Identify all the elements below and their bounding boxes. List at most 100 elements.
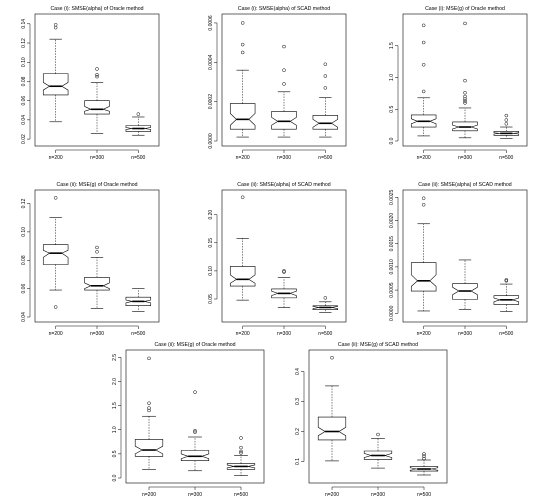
- outlier-point: [282, 44, 286, 49]
- outlier-point: [282, 270, 286, 274]
- y-tick-label: 0.08: [21, 76, 27, 86]
- outlier-point: [95, 74, 99, 79]
- x-tick-label: n=300: [90, 155, 104, 161]
- y-tick-label: 1.5: [112, 402, 118, 409]
- x-tick-label: n=200: [142, 492, 156, 498]
- y-tick-label: 0.4: [295, 368, 301, 375]
- outlier-point: [53, 305, 58, 309]
- box-body: [493, 131, 520, 136]
- chart-title: Case (ii): SMSE(alpha) of SCAD method: [418, 182, 512, 188]
- outlier-point: [53, 196, 58, 200]
- x-tick-label: n=300: [277, 331, 291, 337]
- outlier-point: [504, 279, 509, 283]
- y-tick-label: 0.06: [21, 96, 27, 106]
- outlier-point: [240, 42, 245, 47]
- outlier-point: [282, 269, 286, 273]
- y-tick-label: 0.1: [295, 458, 301, 465]
- y-tick-label: 0.04: [21, 312, 27, 322]
- box-body: [410, 114, 437, 128]
- y-tick-label: 0.5: [389, 106, 395, 113]
- y-tick-label: 0.0: [389, 137, 395, 144]
- y-tick-label: 0.0020: [389, 213, 395, 229]
- y-tick-label: 0.06: [21, 284, 27, 294]
- y-tick-label: 0.0005: [389, 282, 395, 298]
- y-tick-label: 0.0006: [208, 15, 214, 31]
- x-tick-label: n=500: [318, 331, 332, 337]
- outlier-point: [422, 454, 426, 458]
- outlier-point: [239, 436, 243, 440]
- outlier-point: [421, 202, 426, 207]
- box-body: [271, 288, 297, 299]
- outlier-point: [147, 408, 151, 413]
- outlier-point: [282, 82, 286, 86]
- chart-panel: Case (ii): MSE(g) of SCAD method 0.1 0.2 0.…: [295, 342, 448, 498]
- outlier-point: [504, 118, 509, 122]
- y-tick-label: 0.0000: [389, 305, 395, 321]
- x-tick-label: n=200: [236, 331, 250, 337]
- outlier-point: [53, 23, 58, 27]
- plot-frame: [402, 189, 528, 323]
- box-body: [312, 115, 339, 130]
- chart-title: Case (ii): SMSE(alpha) of SCAD method: [237, 182, 331, 188]
- plot-frame: [125, 349, 265, 484]
- outlier-point: [239, 445, 243, 450]
- outlier-point: [239, 449, 243, 454]
- y-tick-label: 0.20: [208, 210, 214, 220]
- box-body: [363, 450, 393, 460]
- box-body: [410, 262, 437, 292]
- y-tick-label: 0.12: [21, 198, 27, 208]
- y-tick-label: 1.5: [389, 42, 395, 49]
- chart-panel: Case (ii): MSE(g) of Oracle method 0.0 0.5…: [112, 342, 265, 498]
- y-tick-label: 0.08: [21, 255, 27, 265]
- x-tick-label: n=300: [188, 492, 202, 498]
- outlier-point: [95, 67, 99, 71]
- outlier-point: [463, 101, 467, 105]
- outlier-point: [421, 23, 426, 28]
- x-tick-label: n=300: [458, 331, 472, 337]
- outlier-point: [282, 68, 286, 72]
- outlier-point: [504, 122, 509, 126]
- y-tick-label: 0.05: [208, 294, 214, 304]
- x-tick-label: n=500: [499, 331, 513, 337]
- x-tick-label: n=200: [236, 155, 250, 161]
- outlier-point: [95, 249, 99, 254]
- outlier-point: [323, 86, 328, 90]
- x-tick-label: n=500: [131, 155, 145, 161]
- y-tick-label: 0.0002: [208, 94, 214, 110]
- box-body: [452, 121, 478, 132]
- x-tick-label: n=500: [318, 155, 332, 161]
- chart-title: Case (i): SMSE(alpha) of SCAD method: [238, 6, 330, 12]
- box-body: [134, 439, 164, 457]
- plot-frame: [34, 189, 160, 323]
- x-tick-label: n=200: [49, 155, 63, 161]
- outlier-point: [421, 63, 426, 67]
- y-tick-label: 0.14: [21, 19, 27, 29]
- x-tick-label: n=500: [131, 331, 145, 337]
- outlier-point: [463, 99, 467, 103]
- box-body: [226, 463, 256, 470]
- y-tick-label: 0.10: [21, 227, 27, 237]
- plot-frame: [402, 13, 528, 147]
- outlier-point: [240, 21, 245, 25]
- outlier-point: [422, 456, 426, 461]
- x-tick-label: n=200: [417, 331, 431, 337]
- y-tick-label: 0.15: [208, 238, 214, 248]
- chart-panel: Case (i): MSE(g) of Oracle method 0.0 0.5 1…: [389, 6, 528, 161]
- outlier-point: [421, 40, 426, 45]
- plot-frame: [308, 349, 448, 484]
- box-body: [84, 276, 110, 291]
- box-body: [84, 100, 110, 115]
- box-body: [452, 283, 478, 300]
- y-tick-label: 0.0010: [389, 259, 395, 275]
- x-tick-label: n=500: [417, 492, 431, 498]
- y-tick-label: 1.0: [389, 74, 395, 81]
- box-body: [317, 416, 347, 441]
- outlier-point: [240, 195, 245, 199]
- box-body: [42, 73, 69, 96]
- box-body: [493, 295, 520, 305]
- y-tick-label: 0.0015: [389, 236, 395, 252]
- x-tick-label: n=300: [371, 492, 385, 498]
- chart-title: Case (i): MSE(g) of Oracle method: [425, 6, 505, 12]
- chart-title: Case (ii): MSE(g) of SCAD method: [338, 342, 418, 348]
- outlier-point: [463, 78, 467, 83]
